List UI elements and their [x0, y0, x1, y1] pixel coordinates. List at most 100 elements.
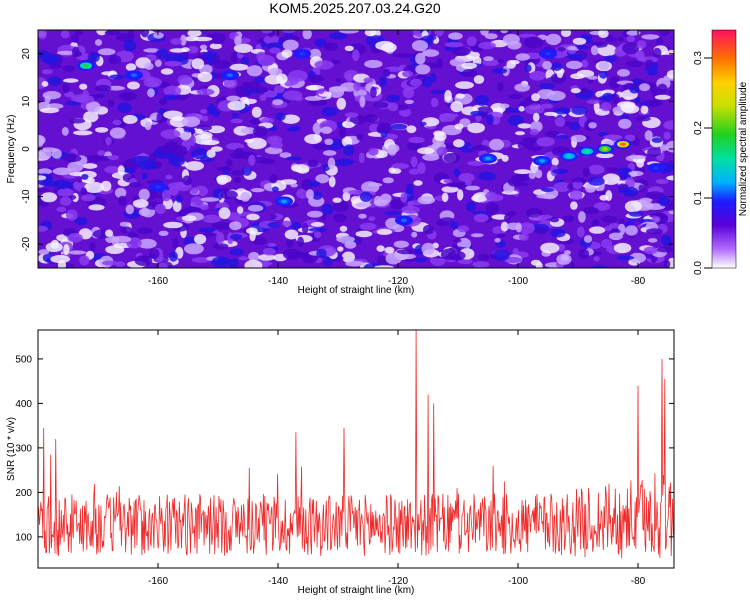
heatmap-texture-blob	[550, 228, 566, 238]
heatmap-texture-blob	[207, 54, 215, 66]
heatmap-texture-blob	[620, 114, 630, 121]
heatmap-texture-blob	[211, 109, 221, 117]
heatmap-texture-blob	[317, 89, 325, 95]
heatmap-texture-blob	[496, 233, 506, 238]
x-tick-label: -100	[508, 276, 528, 287]
heatmap-texture-blob	[583, 235, 593, 243]
heatmap-texture-blob	[185, 161, 205, 171]
heatmap-texture-blob	[253, 125, 268, 137]
heatmap-texture-blob	[275, 112, 286, 121]
heatmap-texture-blob	[552, 168, 569, 175]
heatmap-texture-blob	[466, 201, 477, 212]
heatmap-texture-blob	[38, 168, 53, 175]
heatmap-texture-blob	[213, 243, 229, 250]
heatmap-texture-blob	[523, 36, 544, 49]
heatmap-texture-blob	[483, 56, 494, 62]
heatmap-texture-blob	[485, 191, 497, 201]
heatmap-texture-blob	[384, 211, 401, 216]
heatmap-texture-blob	[212, 59, 232, 69]
heatmap-texture-blob	[545, 130, 561, 138]
heatmap-texture-blob	[101, 260, 119, 266]
heatmap-texture-blob	[370, 86, 377, 98]
heatmap-texture-blob	[108, 54, 122, 65]
heatmap-texture-blob	[339, 225, 348, 232]
heatmap-texture-blob	[410, 156, 418, 168]
heatmap-feature-core	[620, 142, 626, 146]
heatmap-texture-blob	[332, 200, 349, 213]
heatmap-texture-blob	[449, 58, 466, 67]
heatmap-texture-blob	[608, 232, 623, 241]
heatmap-texture-blob	[218, 207, 231, 220]
heatmap-texture-blob	[163, 221, 183, 229]
snr-y-ticks: 100 200 300 400 500	[15, 354, 674, 543]
heatmap-feature-core	[485, 156, 491, 161]
heatmap-texture-blob	[45, 242, 63, 253]
heatmap-texture-blob	[38, 30, 48, 40]
heatmap-texture-blob	[330, 59, 341, 65]
heatmap-texture-blob	[553, 182, 572, 192]
snr-x-axis-label: Height of straight line (km)	[298, 585, 415, 596]
heatmap-texture-blob	[97, 150, 106, 156]
heatmap-texture-blob	[454, 123, 464, 130]
heatmap-texture-blob	[341, 251, 355, 263]
heatmap-feature-core	[545, 52, 551, 56]
heatmap-texture-blob	[66, 209, 78, 221]
heatmap-texture-blob	[144, 121, 152, 131]
heatmap-texture-blob	[518, 233, 529, 241]
heatmap-texture-blob	[160, 68, 174, 75]
heatmap-texture-blob	[430, 73, 437, 83]
heatmap-texture-blob	[515, 222, 522, 233]
heatmap-texture-blob	[578, 248, 590, 259]
heatmap-texture-blob	[246, 81, 261, 91]
heatmap-texture-blob	[308, 227, 328, 232]
heatmap-texture-blob	[269, 174, 278, 184]
heatmap-texture-blob	[342, 121, 355, 129]
heatmap-texture-blob	[343, 144, 355, 156]
heatmap-texture-blob	[339, 30, 359, 34]
heatmap-texture-blob	[345, 112, 359, 118]
heatmap-texture-blob	[618, 118, 632, 129]
heatmap-texture-blob	[624, 134, 636, 142]
heatmap-texture-blob	[452, 46, 471, 57]
heatmap-texture-blob	[112, 235, 132, 243]
heatmap-texture-blob	[524, 104, 545, 115]
heatmap-texture-blob	[363, 77, 374, 83]
heatmap-texture-blob	[246, 65, 263, 77]
heatmap-texture-blob	[602, 134, 622, 140]
heatmap-texture-blob	[540, 103, 554, 109]
heatmap-texture-blob	[658, 195, 670, 207]
heatmap-texture-blob	[297, 236, 304, 248]
heatmap-texture-blob	[578, 211, 586, 223]
heatmap-texture-blob	[38, 225, 48, 232]
heatmap-texture-blob	[345, 260, 365, 267]
heatmap-texture-blob	[227, 100, 246, 111]
heatmap-texture-blob	[328, 86, 345, 98]
heatmap-texture-blob	[105, 136, 112, 146]
heatmap-texture-blob	[390, 123, 408, 130]
heatmap-texture-blob	[172, 200, 182, 212]
colorbar-ticks: 0.0 0.1 0.2 0.3	[693, 51, 712, 275]
heatmap-texture-blob	[202, 232, 217, 237]
heatmap-texture-blob	[170, 38, 183, 45]
heatmap-texture-blob	[617, 183, 629, 190]
heatmap-texture-blob	[119, 221, 130, 227]
heatmap-texture-blob	[386, 94, 400, 102]
heatmap-features	[77, 48, 665, 226]
heatmap-texture-blob	[234, 147, 245, 159]
heatmap-texture-blob	[629, 86, 640, 94]
heatmap-texture-blob	[648, 238, 658, 243]
heatmap-texture-blob	[324, 138, 334, 145]
heatmap-texture-blob	[265, 42, 284, 50]
heatmap-texture-blob	[625, 60, 644, 68]
heatmap-texture-blob	[402, 87, 415, 99]
heatmap-texture-blob	[291, 164, 310, 173]
heatmap-texture-blob	[634, 96, 641, 104]
heatmap-texture-blob	[601, 215, 618, 223]
heatmap-texture-blob	[513, 169, 532, 175]
heatmap-texture-blob	[358, 152, 365, 164]
heatmap-texture-blob	[588, 122, 597, 129]
heatmap-texture-blob	[507, 115, 524, 126]
heatmap-texture-blob	[444, 42, 464, 48]
heatmap-texture-blob	[132, 199, 149, 208]
